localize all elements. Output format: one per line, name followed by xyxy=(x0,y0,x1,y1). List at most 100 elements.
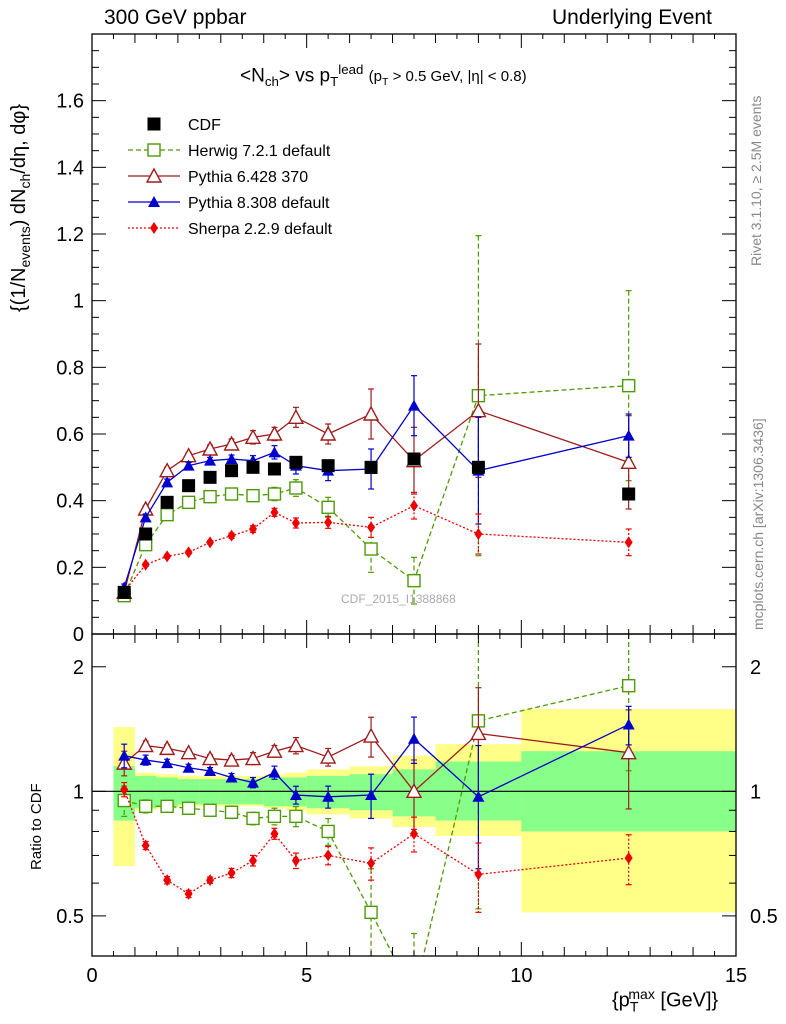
ratio-point xyxy=(184,887,193,900)
main-point xyxy=(223,435,240,451)
main-point xyxy=(267,487,282,501)
ratio-point xyxy=(244,750,262,766)
x-tick-label: 10 xyxy=(510,965,532,987)
ratio-point xyxy=(472,790,485,802)
ratio-line xyxy=(123,789,629,895)
analysis-watermark: CDF_2015_I1388868 xyxy=(341,592,456,606)
x-tick-label: 5 xyxy=(301,965,312,987)
main-line xyxy=(123,404,629,588)
main-point xyxy=(270,506,279,519)
y-tick-label: 1.4 xyxy=(56,157,84,179)
main-point xyxy=(224,487,239,501)
ratio-point xyxy=(137,737,154,753)
main-point xyxy=(225,453,238,464)
ratio-point xyxy=(161,757,174,769)
ratio-point xyxy=(206,874,215,887)
main-point xyxy=(362,405,380,421)
x-axis-label: {pTmax [GeV]} xyxy=(612,986,719,1015)
ratio-series-pythia-8-308-default xyxy=(118,705,635,870)
ratio-y-tick-label: 1 xyxy=(73,781,84,803)
legend-entry: CDF xyxy=(147,117,221,134)
main-point xyxy=(206,536,215,549)
main-point xyxy=(410,499,418,512)
main-point xyxy=(139,527,153,541)
ratio-point xyxy=(138,799,153,814)
legend-entry: Pythia 6.428 370 xyxy=(128,167,308,186)
main-point xyxy=(182,459,195,471)
ratio-point xyxy=(118,749,131,761)
header-left: 300 GeV ppbar xyxy=(104,6,247,29)
ratio-y-tick-label: 1 xyxy=(750,781,761,803)
main-point xyxy=(291,517,300,529)
main-point xyxy=(246,460,260,474)
ratio-point xyxy=(470,724,487,741)
ratio-point xyxy=(180,744,197,760)
ratio-point xyxy=(268,766,281,778)
main-point xyxy=(117,585,131,599)
ratio-point xyxy=(405,782,423,799)
ratio-point xyxy=(266,742,283,758)
legend-label: Pythia 8.308 default xyxy=(188,195,330,212)
y-tick-label: 0.8 xyxy=(56,357,84,379)
main-point xyxy=(408,399,420,411)
main-point xyxy=(204,454,217,466)
legend-label: Herwig 7.2.1 default xyxy=(188,143,331,160)
y-tick-label: 0.4 xyxy=(56,491,84,513)
main-line xyxy=(123,409,629,593)
legend-marker xyxy=(147,117,161,131)
ratio-point xyxy=(201,750,219,766)
main-point xyxy=(160,495,174,509)
ratio-point xyxy=(270,827,279,840)
main-point xyxy=(266,425,283,441)
chart-title: <Nch> vs pTlead (pT > 0.5 GeV, |η| < 0.8… xyxy=(240,62,527,90)
legend-marker xyxy=(145,167,163,183)
main-point xyxy=(160,507,174,522)
legend-label: Pythia 6.428 370 xyxy=(188,169,308,186)
main-point xyxy=(141,558,150,571)
main-point xyxy=(367,521,376,534)
ratio-point xyxy=(324,849,333,862)
main-point xyxy=(321,459,335,473)
main-point xyxy=(268,446,281,458)
ratio-point xyxy=(319,748,337,764)
main-point xyxy=(244,428,262,445)
ratio-point xyxy=(223,751,240,767)
main-point xyxy=(139,511,152,523)
ratio-point xyxy=(141,839,150,852)
x-tick-label: 0 xyxy=(86,965,97,987)
main-point xyxy=(289,455,303,469)
y-tick-label: 1 xyxy=(73,291,84,313)
main-point xyxy=(184,546,193,559)
ratio-point xyxy=(249,854,257,867)
ratio-point xyxy=(624,852,633,865)
main-point xyxy=(267,462,281,476)
main-point xyxy=(203,470,217,484)
main-point xyxy=(246,488,260,503)
ratio-point xyxy=(621,678,636,693)
main-point xyxy=(364,542,378,556)
ratio-point xyxy=(163,874,172,887)
ratio-point xyxy=(289,809,303,824)
main-point xyxy=(622,487,636,501)
main-point xyxy=(470,402,487,418)
ratio-point xyxy=(227,866,236,879)
main-point xyxy=(227,529,236,542)
ratio-series-pythia-6-428-370 xyxy=(116,687,637,830)
x-tick-label: 15 xyxy=(725,965,747,987)
ratio-point xyxy=(410,827,418,840)
ratio-point xyxy=(120,783,129,796)
legend-marker xyxy=(148,196,160,207)
ratio-point xyxy=(364,905,378,920)
main-series-pythia-8-308-default xyxy=(118,375,635,593)
ratio-y-tick-label: 0.5 xyxy=(750,906,778,928)
main-point xyxy=(624,536,633,549)
ratio-point xyxy=(362,727,380,743)
ratio-point xyxy=(474,868,483,881)
main-line xyxy=(123,504,629,592)
main-point xyxy=(158,462,176,478)
y-axis-label-main: {(1/Nevents) dNch/dη, dφ} xyxy=(8,104,33,312)
ratio-point xyxy=(224,805,239,819)
header-right: Underlying Event xyxy=(552,6,712,29)
ratio-series-sherpa-2-2-9-default xyxy=(120,781,633,913)
main-point xyxy=(163,550,172,563)
